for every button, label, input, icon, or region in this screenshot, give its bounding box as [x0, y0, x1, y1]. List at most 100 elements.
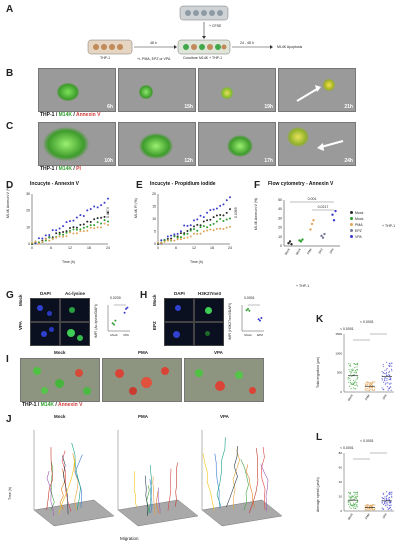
data-point — [391, 493, 393, 495]
x-tick-label: Mock — [244, 333, 252, 337]
row-b-legend: THP-1 / M14K / Annexin V — [40, 112, 100, 118]
data-point — [288, 240, 292, 243]
data-point — [353, 374, 355, 376]
cell-track — [157, 487, 161, 514]
cell-track — [46, 447, 54, 511]
data-point — [381, 497, 383, 499]
data-point — [348, 503, 350, 505]
data-point — [355, 502, 357, 504]
data-point — [349, 377, 351, 379]
data-point — [356, 506, 359, 508]
data-point — [353, 382, 355, 384]
data-point — [366, 389, 368, 392]
data-point — [366, 383, 369, 386]
data-point — [390, 502, 392, 504]
data-point — [349, 506, 351, 508]
data-point — [334, 209, 337, 213]
cell-track — [148, 465, 153, 514]
data-point-mock — [186, 229, 189, 232]
legend-m14k: M14K — [58, 166, 72, 172]
micrograph-b1: 6h — [38, 68, 116, 112]
g-mock-label: Mock — [18, 294, 23, 306]
data-point-pma — [58, 235, 61, 238]
data-point-mock — [199, 224, 202, 227]
data-point-pma — [222, 228, 225, 231]
legend-sep: / — [71, 112, 76, 118]
data-point-vpa — [93, 205, 96, 208]
data-point-pma — [219, 227, 222, 230]
data-point — [390, 504, 392, 506]
data-point — [353, 497, 355, 499]
data-point-mock — [96, 217, 99, 220]
legend-thp1: THP-1 — [40, 112, 55, 118]
data-point — [384, 383, 387, 385]
data-point — [354, 494, 356, 496]
data-point-mock — [193, 225, 195, 228]
data-point — [389, 501, 391, 503]
y-tick-label: 1000 — [335, 351, 342, 355]
data-point — [259, 319, 261, 322]
data-point-pma — [62, 235, 65, 238]
data-point — [290, 242, 293, 246]
data-point — [389, 365, 391, 367]
data-point — [382, 363, 384, 366]
h-mock-dapi — [164, 298, 194, 322]
data-point — [356, 495, 358, 497]
data-point-pma — [79, 230, 82, 233]
k-p2: < 0.0001 — [360, 320, 374, 324]
cell-track — [261, 446, 266, 510]
cell-track — [46, 470, 54, 516]
panel-letter-b: B — [6, 68, 14, 79]
data-point — [389, 493, 391, 495]
data-point — [370, 382, 373, 384]
panel-letter-i: I — [6, 354, 9, 365]
data-point — [352, 387, 355, 389]
data-point-vpa — [72, 219, 75, 222]
data-point — [372, 503, 374, 506]
l-p2: < 0.0001 — [360, 439, 374, 443]
data-point-pma — [34, 240, 37, 243]
y-tick-label: 0 — [154, 242, 156, 246]
data-point-epz — [100, 222, 103, 225]
data-point — [126, 306, 129, 309]
data-point — [382, 508, 384, 510]
panel-letter-f: F — [254, 180, 261, 191]
data-point — [356, 493, 358, 496]
data-point — [388, 374, 391, 377]
cell-track — [58, 458, 76, 514]
legend-sep: / — [53, 402, 58, 408]
data-point — [309, 228, 312, 231]
data-point — [390, 495, 393, 497]
data-point-pma — [170, 238, 173, 241]
data-point — [386, 502, 388, 504]
data-point-epz — [48, 236, 51, 239]
data-point-vpa — [209, 208, 212, 211]
x-tick-label: VPA — [382, 513, 388, 520]
data-point — [370, 388, 372, 391]
data-point — [366, 509, 368, 511]
data-point — [386, 374, 388, 376]
data-point — [385, 369, 387, 371]
data-point-mock — [189, 228, 192, 231]
data-point — [352, 369, 354, 371]
legend-annexin: Annexin V — [75, 112, 101, 118]
legend-swatch — [350, 217, 353, 220]
data-point-pma — [37, 242, 40, 245]
data-point — [356, 385, 359, 387]
data-point — [348, 491, 350, 493]
data-point — [386, 367, 388, 370]
data-point — [349, 381, 352, 384]
data-point-epz — [176, 236, 179, 239]
chart-f-title: Flow cytometry - Annexin V — [268, 181, 334, 187]
data-point-vpa — [202, 216, 205, 219]
data-point-pma — [179, 238, 182, 241]
data-point — [371, 507, 373, 509]
g-ylabel: rMFI (Ac-lysine/DAPI) — [94, 304, 98, 338]
step1-label: 48 h — [150, 41, 157, 45]
data-point-epz — [219, 217, 222, 220]
data-point — [372, 509, 374, 511]
data-point-vpa — [189, 224, 192, 227]
data-point — [372, 380, 374, 383]
data-point-pma — [209, 228, 212, 231]
data-point-vpa — [186, 224, 189, 227]
